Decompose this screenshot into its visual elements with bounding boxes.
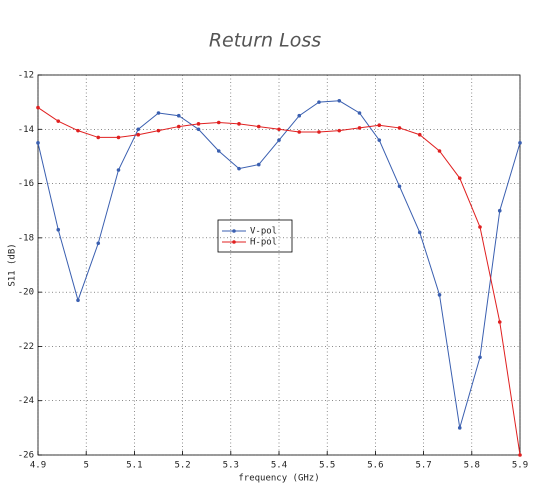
legend-label: H-pol [250,238,277,248]
marker [156,111,161,115]
marker [518,141,522,145]
x-tick-label: 5.2 [174,461,190,471]
marker [176,113,181,118]
y-tick-label: -22 [18,342,34,352]
marker [497,208,502,213]
marker [417,132,422,137]
marker [96,135,101,140]
marker [297,130,302,134]
marker [56,119,61,123]
y-axis-label: S11 (dB) [8,243,18,286]
marker [196,127,201,132]
marker [136,127,141,132]
marker [497,320,502,324]
marker [116,135,121,140]
marker [176,124,181,129]
marker [518,453,522,457]
x-tick-label: 5.7 [415,461,431,471]
x-tick-label: 5.8 [464,461,480,471]
marker [116,168,121,172]
marker [277,127,281,132]
x-tick-label: 5 [83,461,88,471]
chart-title: Return Loss [209,30,321,52]
marker [437,293,442,297]
legend-marker [232,229,236,233]
marker [297,113,302,118]
x-tick-label: 5.9 [512,461,528,471]
marker [96,241,101,246]
marker [337,98,342,103]
x-tick-label: 5.4 [271,461,287,471]
marker [357,126,362,130]
y-tick-label: -24 [18,396,34,406]
marker [457,426,462,430]
marker [478,225,482,229]
x-axis-label: frequency (GHz) [238,474,319,484]
marker [76,298,80,303]
marker [56,227,61,232]
marker [377,123,382,128]
marker [256,162,261,167]
x-tick-label: 5.3 [223,461,239,471]
marker [417,230,422,235]
marker [237,122,241,126]
marker [437,149,442,153]
y-tick-label: -20 [18,288,34,298]
marker [256,124,261,129]
y-tick-label: -12 [18,71,34,81]
marker [377,138,382,142]
marker [397,126,402,130]
y-tick-label: -16 [18,179,34,189]
marker [357,111,362,115]
marker [36,105,40,110]
x-tick-label: 5.5 [319,461,335,471]
x-tick-label: 5.1 [126,461,142,471]
marker [76,128,80,133]
marker [317,100,321,104]
marker [196,122,201,126]
legend-box [217,219,293,253]
marker [216,149,221,153]
marker [237,166,241,171]
legend-label: V-pol [250,227,277,237]
marker [397,184,402,189]
marker [36,141,40,145]
marker [277,138,281,142]
marker [216,120,221,125]
marker [478,355,482,360]
x-tick-label: 5.6 [367,461,383,471]
marker [337,128,342,133]
x-tick-label: 4.9 [30,461,46,471]
marker [457,176,462,180]
y-tick-label: -26 [18,451,34,461]
marker [317,130,321,134]
marker [136,132,141,137]
y-tick-label: -18 [18,233,34,243]
marker [156,128,161,133]
y-tick-label: -14 [18,125,34,135]
legend-marker [232,240,236,244]
